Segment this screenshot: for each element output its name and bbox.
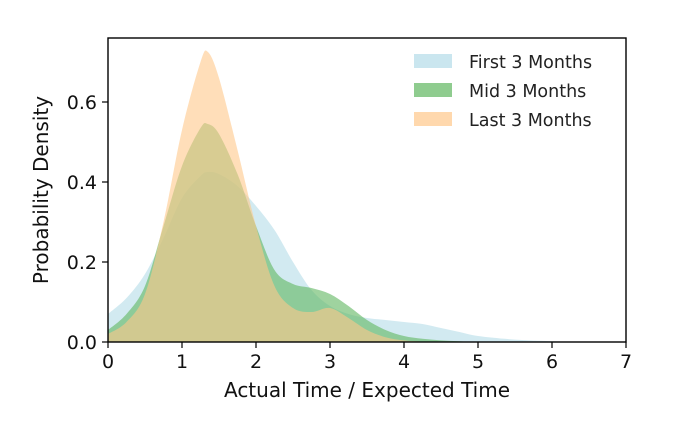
x-tick-label: 7 (620, 351, 632, 373)
x-tick-label: 5 (472, 351, 484, 373)
ticks-layer: 0 1 2 3 4 5 6 7 0.0 0.2 0.4 0.6 (67, 92, 632, 373)
x-tick-label: 1 (176, 351, 188, 373)
x-tick-label: 6 (546, 351, 558, 373)
series-area-3 (108, 50, 626, 342)
y-tick-label: 0.6 (67, 92, 97, 114)
legend-label-3: Last 3 Months (469, 111, 592, 131)
series-layer (108, 50, 626, 342)
y-axis-label: Probability Density (29, 96, 53, 284)
legend-swatch-2 (414, 83, 452, 97)
y-tick-label: 0.0 (67, 332, 97, 354)
x-tick-label: 4 (398, 351, 410, 373)
legend: First 3 Months Mid 3 Months Last 3 Months (414, 53, 592, 131)
plot-frame (107, 37, 627, 343)
x-tick-label: 3 (324, 351, 336, 373)
x-tick-label: 0 (102, 351, 114, 373)
y-tick-label: 0.4 (67, 172, 97, 194)
x-tick-label: 2 (250, 351, 262, 373)
x-axis-label: Actual Time / Expected Time (224, 378, 510, 402)
y-tick-label: 0.2 (67, 252, 97, 274)
legend-label-1: First 3 Months (469, 53, 592, 73)
legend-swatch-1 (414, 54, 452, 68)
legend-swatch-3 (414, 112, 452, 126)
legend-label-2: Mid 3 Months (469, 82, 586, 102)
